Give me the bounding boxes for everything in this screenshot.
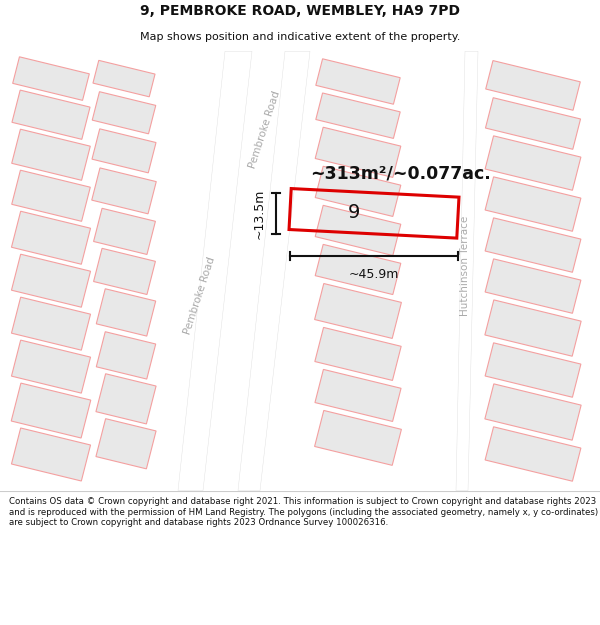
Text: ~313m²/~0.077ac.: ~313m²/~0.077ac. <box>310 164 490 182</box>
Polygon shape <box>96 289 156 336</box>
Polygon shape <box>315 206 401 256</box>
Polygon shape <box>315 127 401 177</box>
Polygon shape <box>314 284 401 338</box>
Polygon shape <box>178 51 252 491</box>
Polygon shape <box>13 57 89 101</box>
Polygon shape <box>315 328 401 381</box>
Polygon shape <box>238 51 310 491</box>
Polygon shape <box>11 297 91 350</box>
Polygon shape <box>485 177 581 231</box>
Polygon shape <box>456 51 478 491</box>
Polygon shape <box>316 93 400 138</box>
Polygon shape <box>485 343 581 398</box>
Text: Hutchinson Terrace: Hutchinson Terrace <box>460 216 470 316</box>
Polygon shape <box>485 98 581 149</box>
Polygon shape <box>12 129 90 180</box>
Polygon shape <box>94 208 155 254</box>
Polygon shape <box>11 340 91 393</box>
Polygon shape <box>485 259 581 313</box>
Polygon shape <box>96 332 156 379</box>
Polygon shape <box>315 244 401 294</box>
Text: Map shows position and indicative extent of the property.: Map shows position and indicative extent… <box>140 32 460 42</box>
Text: Contains OS data © Crown copyright and database right 2021. This information is : Contains OS data © Crown copyright and d… <box>9 498 598 527</box>
Text: ~45.9m: ~45.9m <box>349 268 399 281</box>
Polygon shape <box>316 59 400 104</box>
Polygon shape <box>486 61 580 110</box>
Polygon shape <box>12 90 90 139</box>
Polygon shape <box>485 384 581 440</box>
Polygon shape <box>485 218 581 272</box>
Polygon shape <box>314 411 401 466</box>
Text: Pembroke Road: Pembroke Road <box>248 89 282 169</box>
Polygon shape <box>315 166 401 216</box>
Polygon shape <box>11 254 91 308</box>
Polygon shape <box>485 136 581 190</box>
Polygon shape <box>93 61 155 97</box>
Polygon shape <box>11 383 91 438</box>
Polygon shape <box>12 170 90 221</box>
Polygon shape <box>315 369 401 421</box>
Polygon shape <box>92 129 156 173</box>
Polygon shape <box>485 300 581 356</box>
Polygon shape <box>96 419 156 469</box>
Polygon shape <box>11 428 91 481</box>
Polygon shape <box>11 211 91 264</box>
Polygon shape <box>92 92 156 134</box>
Polygon shape <box>485 427 581 481</box>
Polygon shape <box>96 374 156 424</box>
Polygon shape <box>92 168 156 214</box>
Text: 9, PEMBROKE ROAD, WEMBLEY, HA9 7PD: 9, PEMBROKE ROAD, WEMBLEY, HA9 7PD <box>140 4 460 18</box>
Text: 9: 9 <box>348 203 360 222</box>
Text: Pembroke Road: Pembroke Road <box>183 256 217 336</box>
Polygon shape <box>94 248 155 294</box>
Text: ~13.5m: ~13.5m <box>253 188 266 239</box>
